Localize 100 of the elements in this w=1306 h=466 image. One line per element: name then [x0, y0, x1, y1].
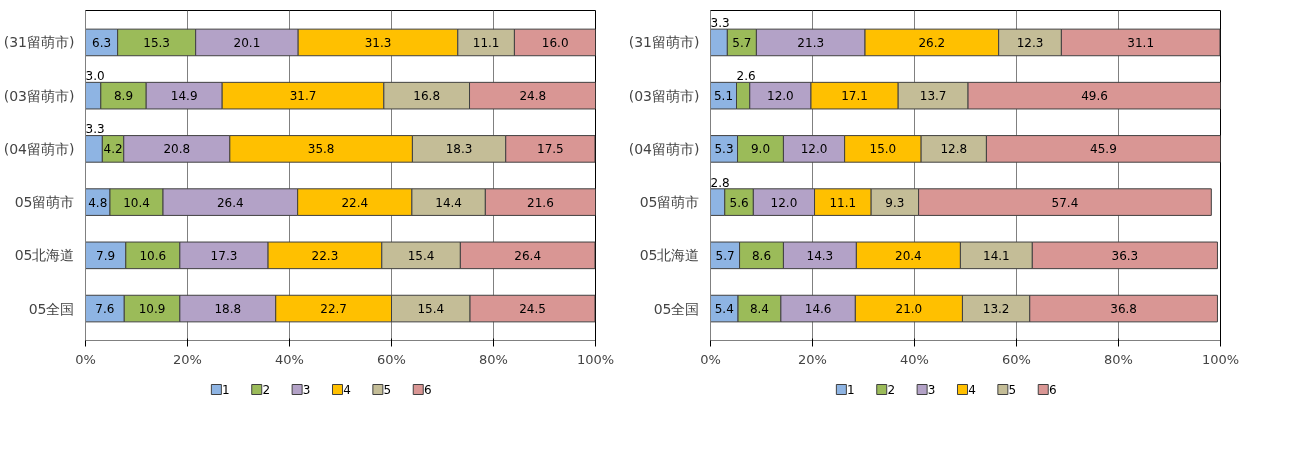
data-label: 20.8 — [163, 142, 191, 157]
data-label: 14.9 — [170, 89, 198, 104]
x-tick-label: 100% — [1201, 351, 1240, 367]
x-tick-label: 100% — [576, 351, 615, 367]
x-tick-label: 40% — [900, 351, 929, 367]
legend-label: 5 — [383, 383, 392, 397]
data-label: 8.4 — [749, 302, 770, 317]
data-label: 2.8 — [710, 175, 730, 190]
legend-label: 6 — [423, 383, 432, 397]
x-tick-label: 60% — [1002, 351, 1031, 367]
data-label: 10.9 — [138, 302, 166, 317]
data-label: 17.5 — [537, 142, 564, 157]
data-label: 5.1 — [713, 89, 734, 104]
legend-label: 6 — [1048, 383, 1057, 397]
data-label: 12.0 — [800, 142, 828, 157]
data-label: 13.2 — [982, 302, 1010, 317]
data-label: 8.9 — [113, 89, 134, 104]
data-label: 31.1 — [1127, 35, 1155, 50]
y-tick-label: 05全国 — [28, 300, 75, 317]
data-label: 5.3 — [714, 142, 734, 157]
data-label: 15.4 — [417, 302, 445, 317]
data-label: 12.3 — [1016, 35, 1044, 50]
data-label: 31.3 — [364, 35, 392, 50]
data-label: 26.4 — [216, 195, 244, 210]
data-label: 17.1 — [841, 89, 868, 104]
data-label: 36.3 — [1111, 248, 1139, 263]
y-tick-label: (03留萌市) — [3, 87, 75, 104]
data-label: 10.6 — [139, 248, 167, 263]
legend-label: 3 — [302, 383, 311, 397]
data-label: 15.3 — [143, 35, 170, 50]
data-label: 22.7 — [320, 302, 347, 317]
data-label: 22.4 — [341, 195, 369, 210]
legend-label: 4 — [968, 383, 976, 397]
legend-label: 5 — [1008, 383, 1017, 397]
data-label: 3.3 — [710, 16, 730, 30]
x-tick-label: 20% — [798, 351, 827, 367]
data-label: 21.3 — [797, 35, 825, 50]
data-label: 5.4 — [714, 302, 734, 317]
data-label: 17.3 — [210, 248, 238, 263]
data-label: 5.7 — [732, 35, 752, 50]
x-tick-label: 60% — [377, 351, 406, 367]
data-label: 22.3 — [311, 248, 339, 263]
x-tick-label: 0% — [75, 351, 96, 367]
data-label: 9.0 — [750, 142, 771, 157]
y-tick-label: 05北海道 — [14, 247, 75, 264]
data-label: 7.6 — [95, 302, 115, 317]
legend-label: 2 — [887, 383, 896, 397]
x-tick-label: 80% — [479, 351, 508, 367]
legend-label: 1 — [847, 383, 855, 397]
data-label: 15.0 — [869, 142, 897, 157]
data-label: 14.3 — [806, 248, 834, 263]
y-tick-label: (03留萌市) — [628, 87, 700, 104]
data-label: 26.2 — [918, 35, 946, 50]
data-label: 18.8 — [214, 302, 242, 317]
data-label: 45.9 — [1090, 142, 1117, 157]
y-tick-label: 05留萌市 — [639, 194, 700, 211]
data-label: 4.2 — [103, 142, 123, 157]
data-label: 11.1 — [472, 35, 500, 50]
data-label: 35.8 — [307, 142, 335, 157]
data-label: 2.6 — [736, 69, 756, 84]
data-label: 31.7 — [289, 89, 317, 104]
legend-label: 2 — [262, 383, 271, 397]
data-label: 26.4 — [514, 248, 542, 263]
data-label: 24.8 — [519, 89, 547, 104]
data-label: 20.1 — [233, 35, 261, 50]
data-label: 57.4 — [1051, 195, 1079, 210]
x-tick-label: 80% — [1104, 351, 1133, 367]
data-label: 5.7 — [715, 248, 735, 263]
legend-label: 1 — [222, 383, 230, 397]
data-label: 36.8 — [1110, 302, 1137, 317]
y-tick-label: (31留萌市) — [3, 34, 75, 51]
data-label: 14.4 — [435, 195, 462, 210]
y-tick-label: (04留萌市) — [628, 140, 700, 157]
data-label: 6.3 — [92, 35, 112, 50]
data-label: 10.4 — [123, 195, 150, 210]
data-label: 20.4 — [895, 248, 922, 263]
data-label: 11.1 — [829, 195, 857, 210]
legend-label: 3 — [927, 383, 936, 397]
data-label: 13.7 — [919, 89, 947, 104]
data-label: 16.8 — [413, 89, 441, 104]
x-tick-label: 20% — [173, 351, 202, 367]
data-label: 12.8 — [940, 142, 968, 157]
data-label: 14.1 — [983, 248, 1010, 263]
data-label: 7.9 — [96, 248, 116, 263]
data-label: 12.0 — [770, 195, 798, 210]
x-tick-label: 40% — [275, 351, 304, 367]
y-tick-label: 05留萌市 — [14, 194, 75, 211]
y-tick-label: (04留萌市) — [3, 140, 75, 157]
y-tick-label: 05全国 — [653, 300, 700, 317]
y-tick-label: (31留萌市) — [628, 34, 700, 51]
data-label: 24.5 — [519, 302, 546, 317]
data-label: 3.3 — [85, 122, 105, 137]
data-label: 21.6 — [527, 195, 554, 210]
data-label: 9.3 — [885, 195, 905, 210]
data-label: 16.0 — [541, 35, 569, 50]
x-tick-label: 0% — [700, 351, 721, 367]
data-label: 3.0 — [85, 69, 105, 84]
legend-label: 4 — [343, 383, 351, 397]
data-label: 14.6 — [804, 302, 832, 317]
data-label: 15.4 — [407, 248, 435, 263]
